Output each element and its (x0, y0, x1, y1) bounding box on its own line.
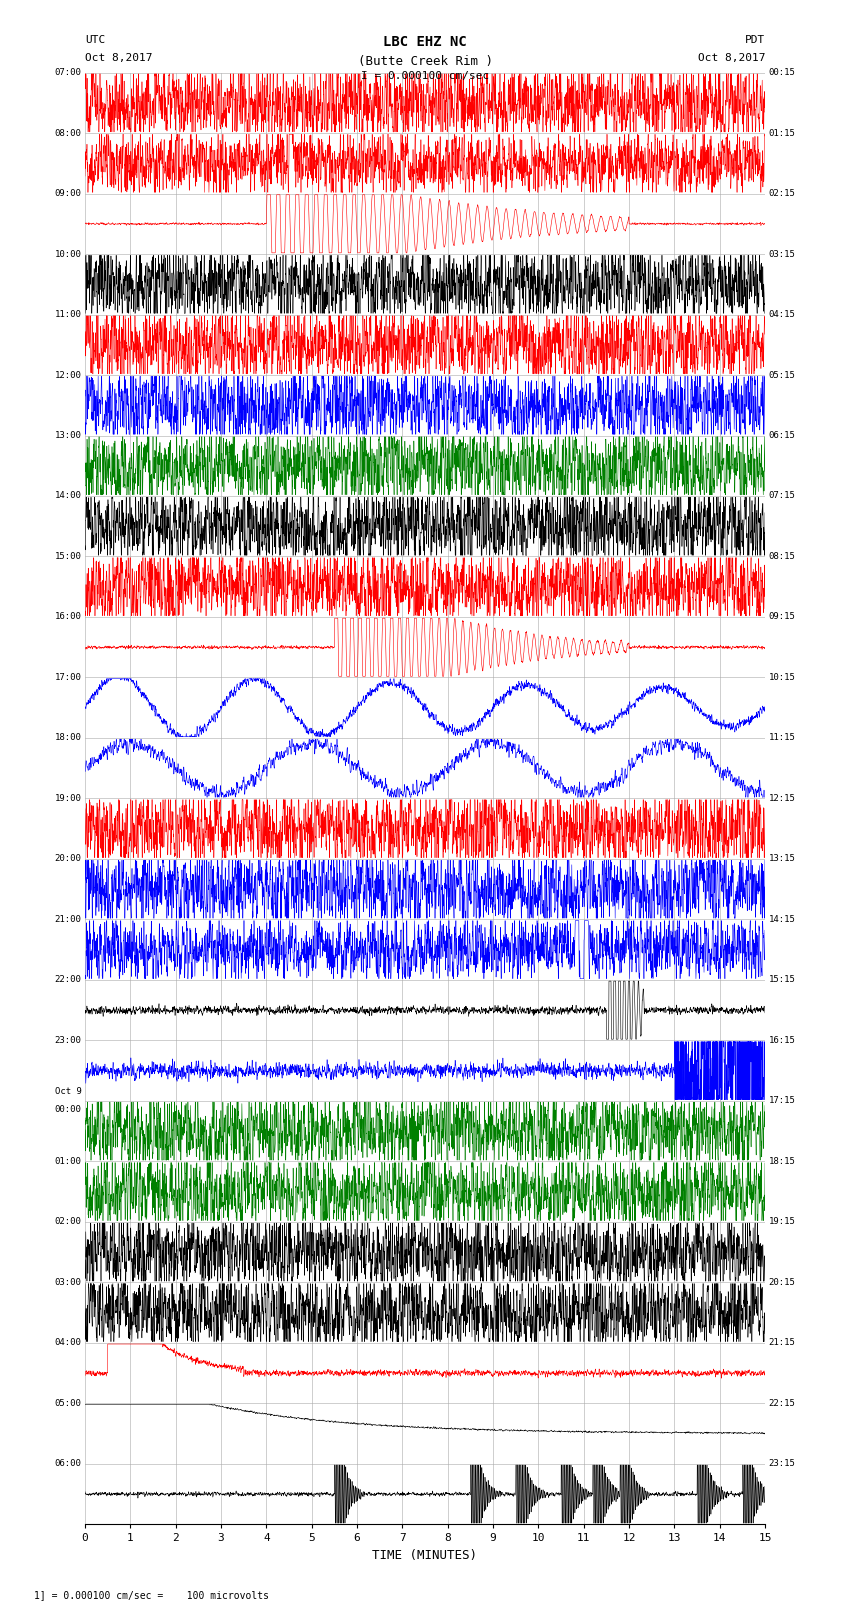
Text: UTC: UTC (85, 35, 105, 45)
Text: 05:00: 05:00 (54, 1398, 82, 1408)
Text: 17:15: 17:15 (768, 1097, 796, 1105)
Text: 14:15: 14:15 (768, 915, 796, 924)
Text: 06:00: 06:00 (54, 1460, 82, 1468)
Text: 01:00: 01:00 (54, 1157, 82, 1166)
Text: 04:00: 04:00 (54, 1339, 82, 1347)
Text: 12:00: 12:00 (54, 371, 82, 379)
Text: 02:00: 02:00 (54, 1218, 82, 1226)
Text: 00:00: 00:00 (54, 1105, 82, 1115)
Text: 09:00: 09:00 (54, 189, 82, 198)
Text: 15:00: 15:00 (54, 552, 82, 561)
Text: 15:15: 15:15 (768, 976, 796, 984)
Text: 01:15: 01:15 (768, 129, 796, 137)
Text: 05:15: 05:15 (768, 371, 796, 379)
Text: I = 0.000100 cm/sec: I = 0.000100 cm/sec (361, 71, 489, 81)
Text: 09:15: 09:15 (768, 613, 796, 621)
Text: 03:00: 03:00 (54, 1277, 82, 1287)
Text: 18:15: 18:15 (768, 1157, 796, 1166)
Text: 17:00: 17:00 (54, 673, 82, 682)
Text: 16:00: 16:00 (54, 613, 82, 621)
Text: 08:15: 08:15 (768, 552, 796, 561)
X-axis label: TIME (MINUTES): TIME (MINUTES) (372, 1548, 478, 1561)
Text: 14:00: 14:00 (54, 492, 82, 500)
Text: 22:00: 22:00 (54, 976, 82, 984)
Text: 20:00: 20:00 (54, 855, 82, 863)
Text: 13:00: 13:00 (54, 431, 82, 440)
Text: 08:00: 08:00 (54, 129, 82, 137)
Text: 20:15: 20:15 (768, 1277, 796, 1287)
Text: 11:15: 11:15 (768, 734, 796, 742)
Text: LBC EHZ NC: LBC EHZ NC (383, 35, 467, 50)
Text: 23:15: 23:15 (768, 1460, 796, 1468)
Text: Oct 9: Oct 9 (54, 1087, 82, 1097)
Text: 07:00: 07:00 (54, 68, 82, 77)
Text: 02:15: 02:15 (768, 189, 796, 198)
Text: 04:15: 04:15 (768, 310, 796, 319)
Text: 1] = 0.000100 cm/sec =    100 microvolts: 1] = 0.000100 cm/sec = 100 microvolts (34, 1590, 269, 1600)
Text: Oct 8,2017: Oct 8,2017 (85, 53, 152, 63)
Text: 19:15: 19:15 (768, 1218, 796, 1226)
Text: 06:15: 06:15 (768, 431, 796, 440)
Text: Oct 8,2017: Oct 8,2017 (698, 53, 765, 63)
Text: 18:00: 18:00 (54, 734, 82, 742)
Text: 16:15: 16:15 (768, 1036, 796, 1045)
Text: 12:15: 12:15 (768, 794, 796, 803)
Text: 11:00: 11:00 (54, 310, 82, 319)
Text: 22:15: 22:15 (768, 1398, 796, 1408)
Text: 03:15: 03:15 (768, 250, 796, 258)
Text: 13:15: 13:15 (768, 855, 796, 863)
Text: 21:15: 21:15 (768, 1339, 796, 1347)
Text: 19:00: 19:00 (54, 794, 82, 803)
Text: PDT: PDT (745, 35, 765, 45)
Text: 10:15: 10:15 (768, 673, 796, 682)
Text: 07:15: 07:15 (768, 492, 796, 500)
Text: 23:00: 23:00 (54, 1036, 82, 1045)
Text: 10:00: 10:00 (54, 250, 82, 258)
Text: 00:15: 00:15 (768, 68, 796, 77)
Text: 21:00: 21:00 (54, 915, 82, 924)
Text: (Butte Creek Rim ): (Butte Creek Rim ) (358, 55, 492, 68)
